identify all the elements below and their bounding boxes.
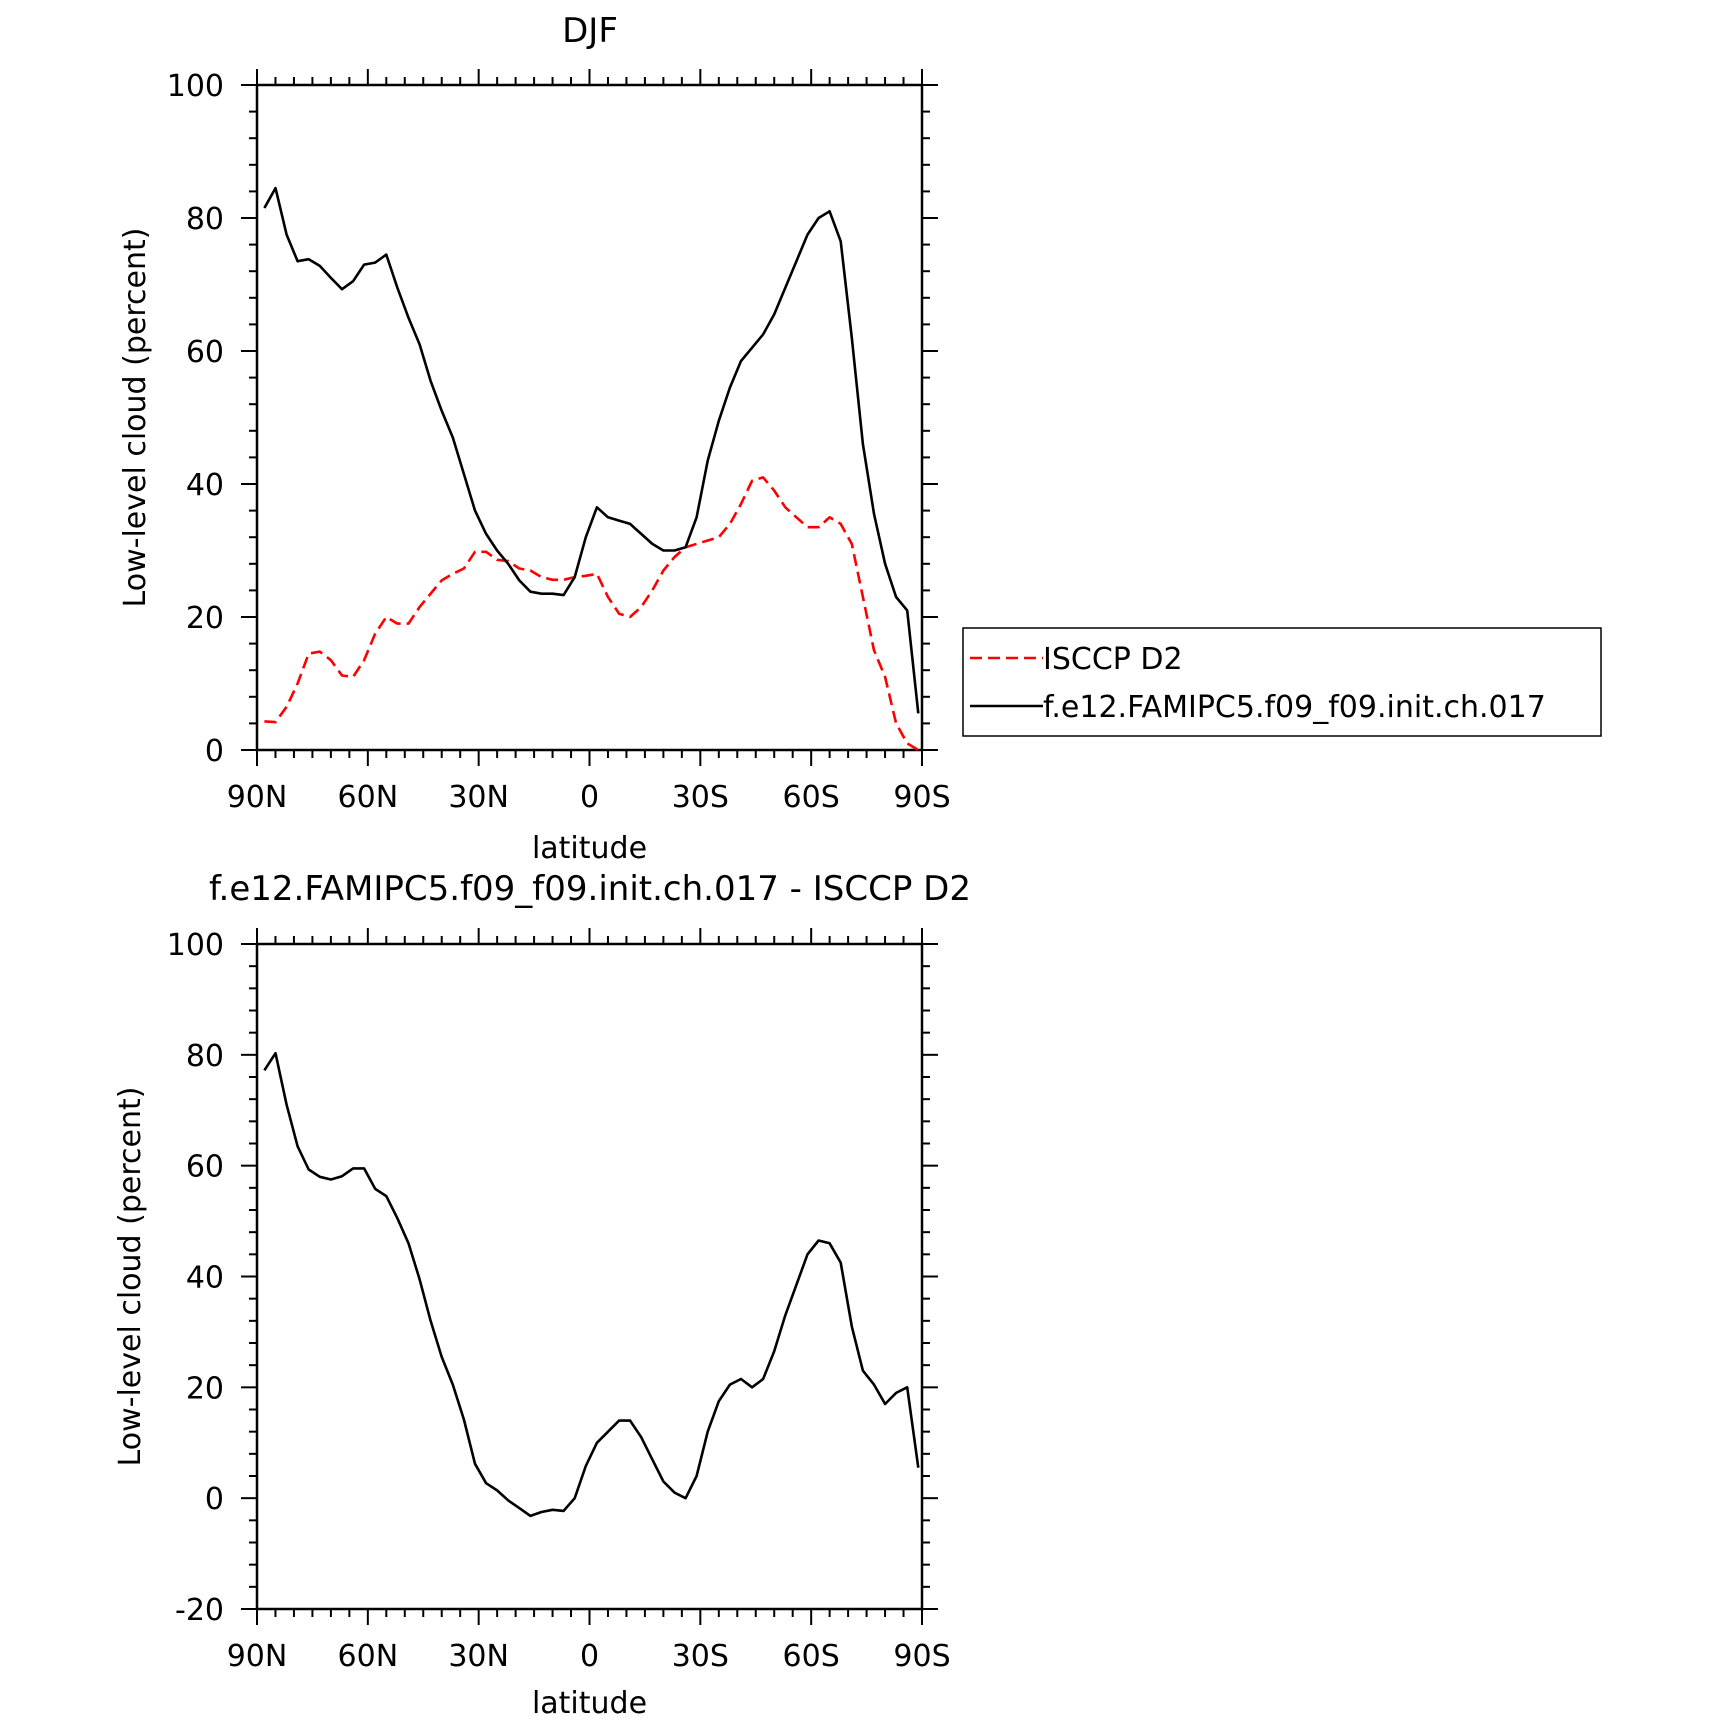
y-tick-label: -20 [175, 1593, 224, 1628]
x-tick-label: 60N [338, 780, 399, 815]
series-line-1 [264, 476, 919, 752]
plot-frame [255, 83, 924, 752]
y-tick-label: 40 [186, 468, 224, 503]
y-tick-label: 60 [186, 335, 224, 370]
y-tick-label: 20 [186, 1371, 224, 1406]
y-tick-label: 0 [205, 734, 224, 769]
x-tick-label: 60S [783, 1639, 840, 1674]
y-tick-label: 100 [167, 928, 224, 963]
legend-label-1: ISCCP D2 [1043, 642, 1183, 677]
x-tick-label: 90N [227, 780, 288, 815]
plot-frame [255, 942, 924, 1611]
chart-2: f.e12.FAMIPC5.f09_f09.init.ch.017 - ISCC… [113, 869, 971, 1721]
y-tick-label: 80 [186, 1039, 224, 1074]
legend: ISCCP D2 f.e12.FAMIPC5.f09_f09.init.ch.01… [962, 627, 1602, 737]
x-tick-label: 90S [893, 780, 950, 815]
y-axis-label: Low-level cloud (percent) [118, 228, 153, 608]
y-tick-label: 0 [205, 1482, 224, 1517]
y-tick-label: 100 [167, 69, 224, 104]
x-tick-label: 0 [580, 780, 599, 815]
y-axis-label: Low-level cloud (percent) [113, 1087, 148, 1467]
chart-1: DJF 0 20 40 60 80 100 90N 60N 30N 0 30S 60S 90S latitu… [118, 11, 1602, 866]
x-tick-label: 30S [672, 780, 729, 815]
y-tick-label: 40 [186, 1261, 224, 1296]
series-line-2 [263, 186, 920, 714]
x-axis-label: latitude [532, 1686, 647, 1721]
legend-label-2: f.e12.FAMIPC5.f09_f09.init.ch.017 [1043, 690, 1546, 725]
x-tick-label: 90S [893, 1639, 950, 1674]
y-tick-label: 60 [186, 1150, 224, 1185]
chart-title: f.e12.FAMIPC5.f09_f09.init.ch.017 - ISCC… [209, 869, 971, 909]
x-tick-label: 30N [448, 780, 509, 815]
x-tick-label: 90N [227, 1639, 288, 1674]
x-tick-label: 30S [672, 1639, 729, 1674]
x-tick-label: 60S [783, 780, 840, 815]
x-tick-label: 0 [580, 1639, 599, 1674]
series-line-1 [263, 1051, 920, 1518]
legend-box [962, 627, 1602, 737]
x-tick-label: 60N [338, 1639, 399, 1674]
x-tick-label: 30N [448, 1639, 509, 1674]
x-axis-label: latitude [532, 831, 647, 866]
chart-title: DJF [562, 11, 618, 51]
y-tick-label: 80 [186, 202, 224, 237]
y-tick-label: 20 [186, 601, 224, 636]
